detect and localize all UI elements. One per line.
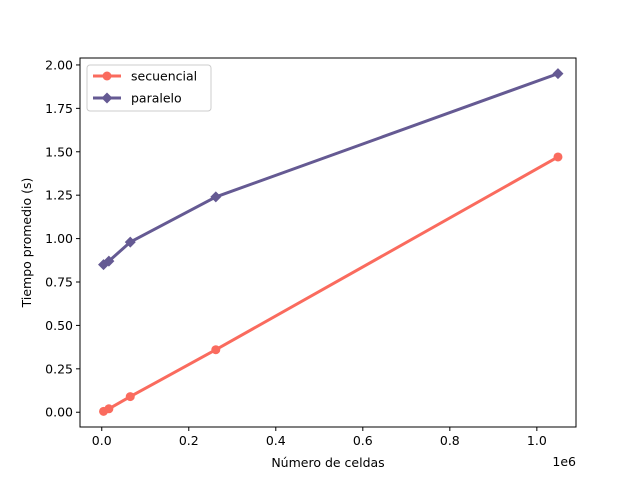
- data-point-secuencial: [553, 152, 563, 162]
- legend-swatch-marker: [102, 71, 112, 81]
- data-point-paralelo: [124, 236, 136, 248]
- y-axis: 0.00 0.25 0.50 0.75 1.00 1.25 1.50 1.75 2.00: [45, 57, 80, 420]
- data-point-paralelo: [103, 255, 115, 267]
- data-point-paralelo: [552, 68, 564, 80]
- y-tick-label: 0.00: [45, 405, 73, 420]
- y-axis-label: Tiempo promedio (s): [19, 178, 34, 309]
- data-point-secuencial: [104, 404, 114, 414]
- y-tick-label: 1.50: [45, 144, 73, 159]
- legend-swatch-marker: [101, 92, 113, 104]
- data-point-paralelo: [210, 191, 222, 203]
- legend-label: paralelo: [131, 91, 182, 106]
- y-tick-label: 1.00: [45, 231, 73, 246]
- x-tick-label: 0.6: [353, 433, 373, 448]
- data-point-secuencial: [211, 345, 221, 355]
- data-point-secuencial: [125, 392, 135, 402]
- y-tick-label: 0.25: [45, 361, 73, 376]
- y-tick-label: 1.75: [45, 101, 73, 116]
- series-line-secuencial: [102, 155, 559, 413]
- plot-frame: [79, 57, 577, 428]
- x-axis-offset-label: 1e6: [552, 454, 576, 469]
- x-axis-label: Número de celdas: [271, 455, 384, 470]
- x-tick-label: 1.0: [527, 433, 547, 448]
- x-tick-label: 0.2: [179, 433, 199, 448]
- y-tick-label: 0.75: [45, 275, 73, 290]
- legend-label: secuencial: [131, 69, 197, 84]
- y-tick-label: 2.00: [45, 57, 73, 72]
- x-tick-label: 0.8: [440, 433, 460, 448]
- y-tick-label: 1.25: [45, 188, 73, 203]
- y-tick-label: 0.50: [45, 318, 73, 333]
- series-layer: [98, 68, 564, 416]
- series-paralelo: [98, 68, 564, 271]
- series-secuencial: [99, 152, 563, 416]
- x-axis: 0.0 0.2 0.4 0.6 0.8 1.0: [92, 427, 547, 448]
- legend: secuencial paralelo: [86, 64, 212, 112]
- x-tick-label: 0.0: [92, 433, 112, 448]
- x-tick-label: 0.4: [266, 433, 286, 448]
